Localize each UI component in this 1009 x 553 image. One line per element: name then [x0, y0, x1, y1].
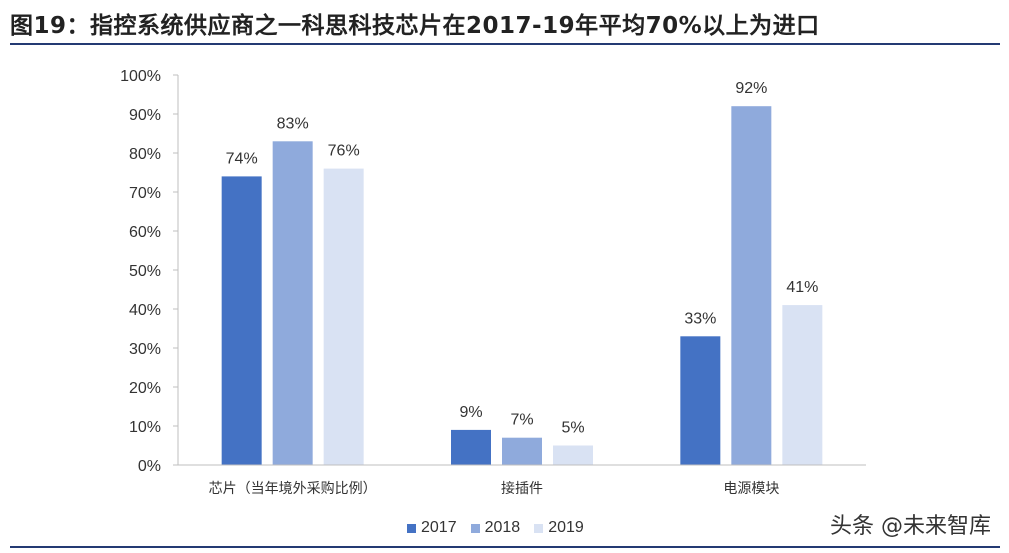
legend-item-2017: 2017: [407, 519, 457, 537]
data-label: 92%: [735, 80, 767, 97]
legend-label-2018: 2018: [484, 519, 521, 536]
bar-2017-3: [680, 336, 721, 465]
bar-2018-2: [502, 437, 542, 465]
x-category-label: 电源模块: [723, 481, 779, 497]
legend-item-2018: 2018: [470, 519, 521, 537]
bar-2017-1: [221, 176, 262, 465]
legend-swatch-2018: [470, 523, 480, 533]
y-tick-label: 90%: [129, 107, 161, 124]
x-category-label: 芯片（当年境外采购比例）: [209, 481, 377, 497]
data-label: 74%: [226, 150, 258, 167]
y-tick-label: 100%: [120, 68, 161, 85]
legend-swatch-2017: [407, 523, 416, 533]
bar-2018-3: [731, 106, 772, 465]
y-tick-label: 40%: [129, 302, 161, 319]
bar-2019-1: [323, 168, 364, 465]
legend-item-2019: 2019: [534, 519, 584, 537]
y-tick-label: 80%: [129, 146, 161, 163]
footer-rule: [10, 546, 1000, 548]
legend-swatch-2019: [534, 523, 544, 533]
chart-title: 图19：指控系统供应商之一科思科技芯片在2017-19年平均70%以上为进口: [10, 13, 820, 39]
legend-label-2019: 2019: [548, 519, 584, 536]
data-label: 7%: [510, 412, 533, 429]
watermark: 头条 @未来智库: [830, 514, 991, 539]
bar-2019-2: [553, 445, 593, 465]
data-label: 76%: [328, 143, 360, 160]
title-rule: [10, 43, 1000, 45]
y-tick-label: 0%: [138, 458, 161, 475]
y-tick-label: 20%: [129, 380, 161, 397]
data-label: 5%: [561, 420, 584, 437]
bar-2019-3: [782, 305, 823, 465]
y-tick-label: 60%: [129, 224, 161, 241]
data-label: 9%: [459, 404, 482, 421]
y-tick-label: 70%: [129, 185, 161, 202]
y-tick-label: 50%: [129, 263, 161, 280]
y-tick-label: 10%: [129, 419, 161, 436]
data-label: 41%: [786, 279, 818, 296]
legend-label-2017: 2017: [421, 519, 457, 536]
x-category-label: 接插件: [501, 480, 543, 497]
data-label: 83%: [277, 115, 309, 132]
data-label: 33%: [684, 310, 716, 327]
legend: 2017 2018 2019: [407, 519, 584, 537]
bar-2018-1: [272, 141, 313, 466]
bar-2017-2: [451, 429, 491, 465]
y-tick-label: 30%: [129, 341, 161, 358]
